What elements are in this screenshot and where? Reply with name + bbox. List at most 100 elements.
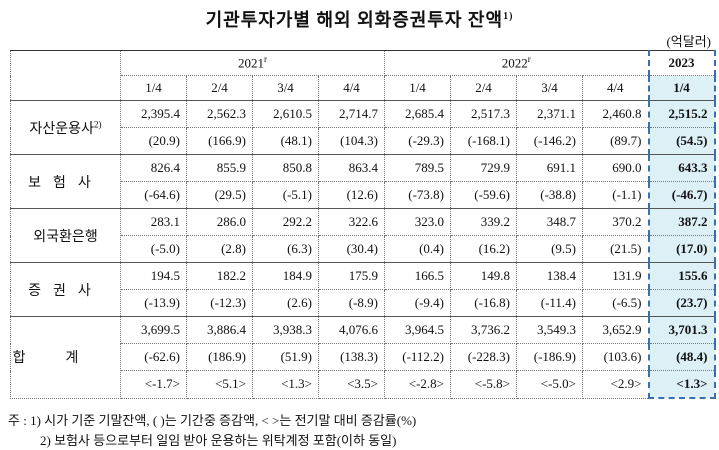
cell: <1.3> (647, 370, 716, 399)
year-header: 2023 (647, 50, 716, 76)
cell: 3,938.3 (252, 316, 319, 344)
row-label: 자산운용사2) (10, 100, 121, 155)
cell: 2,685.4 (384, 100, 451, 128)
quarter-header: 3/4 (516, 75, 583, 101)
label-text: 외국환은행 (33, 229, 98, 245)
cell: (186.9) (186, 343, 253, 371)
cell: 155.6 (647, 262, 716, 290)
table: 2021r 2022r 2023 1/4 2/4 3/4 4/4 1/4 2/4 3/4 4/4 1/… (10, 50, 716, 399)
cell: (20.9) (120, 127, 187, 155)
cell: 4,076.6 (318, 316, 385, 344)
cell: (-13.9) (120, 289, 187, 317)
data-row: 합계 3,699.5 3,886.4 3,938.3 4,076.6 3,964.5 3,7… (10, 316, 716, 399)
cell: <-2.8> (384, 370, 451, 399)
cell: <1.3> (252, 370, 319, 399)
cell: <5.1> (186, 370, 253, 399)
cell: 3,964.5 (384, 316, 451, 344)
cell: (138.3) (318, 343, 385, 371)
cell: (21.5) (582, 235, 649, 263)
cell: 149.8 (450, 262, 517, 290)
quarter-header: 3/4 (252, 75, 319, 101)
title-text: 기관투자가별 해외 외화증권투자 잔액 (205, 10, 504, 30)
cell: (23.7) (647, 289, 716, 317)
cell: (-12.3) (186, 289, 253, 317)
cell: 3,886.4 (186, 316, 253, 344)
cell: (-146.2) (516, 127, 583, 155)
cell: <3.5> (318, 370, 385, 399)
cell: 182.2 (186, 262, 253, 290)
cell: (30.4) (318, 235, 385, 263)
cell: (51.9) (252, 343, 319, 371)
data-row: (-62.6) (186.9) (51.9) (138.3) (-112.2) (-228… (11, 343, 716, 371)
cell: 3,736.2 (450, 316, 517, 344)
cell: 3,701.3 (647, 316, 716, 344)
year-text: 2023 (668, 55, 695, 70)
cell: 855.9 (186, 154, 253, 182)
row-label: 합계 (10, 316, 121, 399)
cell: (-168.1) (450, 127, 517, 155)
year-header: 2021r (120, 50, 385, 76)
cell: 690.0 (582, 154, 649, 182)
cell: 339.2 (450, 208, 517, 236)
quarter-header: 2/4 (450, 75, 517, 101)
cell: 826.4 (120, 154, 187, 182)
cell: (-5.1) (252, 181, 319, 209)
cell: 194.5 (120, 262, 187, 290)
cell: 2,562.3 (186, 100, 253, 128)
cell: 2,714.7 (318, 100, 385, 128)
year-mark: r (527, 54, 531, 65)
cell: (12.6) (318, 181, 385, 209)
cell: (-46.7) (647, 181, 716, 209)
note: 주 : 1) 시가 기준 기말잔액, ( )는 기간중 증감액, < >는 전기… (8, 413, 417, 428)
cell: 863.4 (318, 154, 385, 182)
cell: (-8.9) (318, 289, 385, 317)
cell: 2,517.3 (450, 100, 517, 128)
row-label: 보험사 (10, 154, 121, 209)
data-row: <-1.7> <5.1> <1.3> <3.5> <-2.8> <-5.8> <-5.0> <… (11, 370, 716, 399)
cell: 131.9 (582, 262, 649, 290)
cell: 286.0 (186, 208, 253, 236)
cell: 643.3 (647, 154, 716, 182)
quarter-header: 1/4 (120, 75, 187, 101)
header-row: 1/4 2/4 3/4 4/4 1/4 2/4 3/4 4/4 1/4 (11, 75, 716, 101)
cell: (54.5) (647, 127, 716, 155)
cell: (166.9) (186, 127, 253, 155)
cell: 729.9 (450, 154, 517, 182)
data-row: 자산운용사2) 2,395.4 2,562.3 2,610.5 2,714.7 2,685… (10, 100, 716, 155)
year-text: 2022 (501, 55, 528, 71)
cell: (-59.6) (450, 181, 517, 209)
cell: (2.6) (252, 289, 319, 317)
cell: (-11.4) (516, 289, 583, 317)
cell: (-29.3) (384, 127, 451, 155)
cell: (0.4) (384, 235, 451, 263)
cell: (48.1) (252, 127, 319, 155)
year-mark: r (264, 54, 267, 65)
cell: <-5.0> (516, 370, 583, 399)
cell: (-38.8) (516, 181, 583, 209)
cell: 323.0 (384, 208, 451, 236)
cell: (6.3) (252, 235, 319, 263)
cell: 348.7 (516, 208, 583, 236)
cell: 3,699.5 (120, 316, 187, 344)
cell: (9.5) (516, 235, 583, 263)
data-row: 외국환은행 283.1 286.0 292.2 322.6 323.0 339.2 348.7… (10, 208, 716, 263)
cell: (16.2) (450, 235, 517, 263)
cell: (103.6) (582, 343, 649, 371)
year-header: 2022r (384, 50, 649, 76)
cell: <-5.8> (450, 370, 517, 399)
year-text: 2021 (238, 55, 264, 71)
cell: (-73.8) (384, 181, 451, 209)
cell: <-1.7> (120, 370, 187, 399)
cell: (-112.2) (384, 343, 451, 371)
cell: (-5.0) (120, 235, 187, 263)
cell: 387.2 (647, 208, 716, 236)
title-note: 1) (503, 11, 514, 22)
data-row: (-64.6) (29.5) (-5.1) (12.6) (-73.8) (-59.6)(… (11, 181, 716, 209)
row-label: 증권사 (10, 262, 121, 317)
cell: 138.4 (516, 262, 583, 290)
cell: (-62.6) (120, 343, 187, 371)
title: 기관투자가별 해외 외화증권투자 잔액1) (0, 6, 719, 32)
cell: 2,610.5 (252, 100, 319, 128)
cell: (-6.5) (582, 289, 649, 317)
